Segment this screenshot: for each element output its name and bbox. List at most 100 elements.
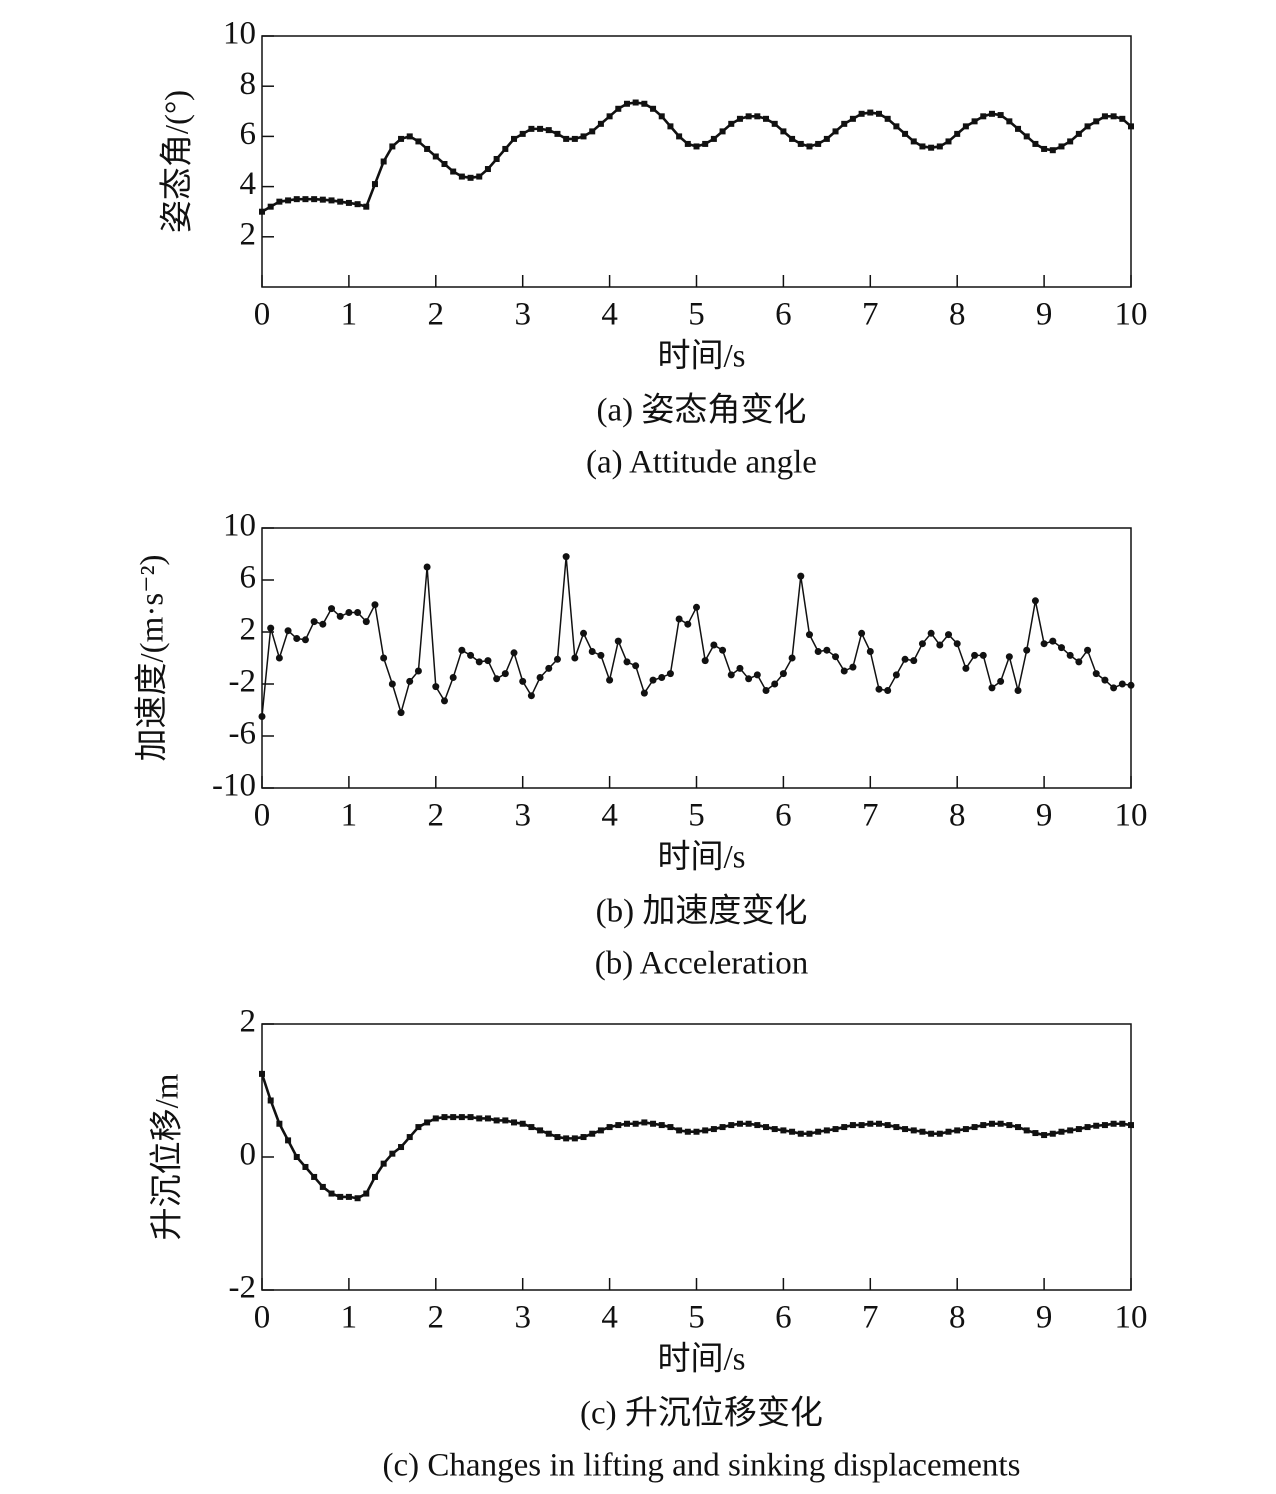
x-tick-label: 6 bbox=[775, 798, 792, 834]
data-point bbox=[424, 145, 431, 152]
data-point bbox=[562, 553, 570, 561]
data-point bbox=[336, 612, 344, 620]
data-point bbox=[1119, 115, 1126, 122]
data-point bbox=[493, 1117, 500, 1124]
data-point bbox=[1058, 1128, 1065, 1135]
data-point bbox=[728, 120, 735, 127]
data-point bbox=[284, 627, 292, 635]
data-point bbox=[806, 1130, 813, 1137]
data-point bbox=[806, 143, 813, 150]
x-tick-label: 10 bbox=[1115, 297, 1148, 333]
data-point bbox=[328, 605, 336, 613]
data-point bbox=[763, 115, 770, 122]
data-point bbox=[606, 113, 613, 120]
data-point bbox=[954, 130, 961, 137]
data-point bbox=[858, 110, 865, 117]
data-point bbox=[1128, 1122, 1134, 1129]
data-point bbox=[553, 655, 561, 663]
data-point bbox=[467, 651, 475, 659]
data-point bbox=[1092, 670, 1100, 678]
data-point bbox=[702, 140, 709, 147]
data-point bbox=[745, 1120, 752, 1127]
data-point bbox=[702, 1127, 709, 1134]
data-point bbox=[780, 1127, 787, 1134]
data-point bbox=[1058, 143, 1065, 150]
data-point bbox=[475, 658, 483, 666]
data-point bbox=[571, 654, 579, 662]
data-point bbox=[623, 658, 631, 666]
data-point bbox=[684, 140, 691, 147]
data-point bbox=[484, 166, 491, 173]
data-point bbox=[667, 123, 674, 130]
y-tick-label: -6 bbox=[229, 716, 257, 752]
data-point bbox=[1110, 113, 1117, 120]
data-point bbox=[502, 145, 509, 152]
data-point bbox=[345, 199, 352, 206]
data-point bbox=[1075, 130, 1082, 137]
data-point bbox=[962, 123, 969, 130]
data-point bbox=[423, 563, 431, 571]
data-point bbox=[580, 629, 588, 637]
data-point bbox=[467, 1114, 474, 1121]
x-tick-label: 7 bbox=[862, 1300, 879, 1336]
data-point bbox=[788, 654, 796, 662]
data-point bbox=[588, 648, 596, 655]
data-point bbox=[1031, 597, 1039, 605]
x-axis-label: 时间/s bbox=[657, 1342, 745, 1378]
data-point bbox=[1023, 646, 1031, 654]
data-point bbox=[797, 572, 805, 580]
data-point bbox=[884, 115, 891, 122]
data-point bbox=[458, 173, 465, 180]
caption-en: (c) Changes in lifting and sinking displ… bbox=[383, 1448, 1021, 1484]
data-point bbox=[563, 135, 570, 142]
y-tick-label: 2 bbox=[240, 216, 257, 252]
data-point bbox=[927, 629, 935, 637]
data-point bbox=[962, 664, 970, 672]
data-point bbox=[406, 677, 414, 685]
data-point bbox=[858, 1122, 865, 1129]
data-point bbox=[832, 128, 839, 135]
data-point bbox=[902, 130, 909, 137]
data-point bbox=[441, 1114, 448, 1121]
x-tick-label: 9 bbox=[1036, 798, 1053, 834]
x-tick-label: 3 bbox=[514, 798, 531, 834]
data-point bbox=[615, 1122, 622, 1129]
data-point bbox=[901, 655, 909, 663]
data-point bbox=[1006, 118, 1013, 125]
data-point bbox=[484, 657, 492, 665]
data-point bbox=[666, 670, 674, 678]
caption: (b) 加速度变化 bbox=[596, 893, 808, 930]
data-point bbox=[432, 683, 440, 691]
x-tick-label: 1 bbox=[341, 297, 358, 333]
data-point bbox=[467, 174, 474, 181]
data-line bbox=[261, 555, 1132, 717]
data-point bbox=[380, 1160, 387, 1167]
data-point bbox=[380, 654, 388, 662]
data-point bbox=[1110, 684, 1118, 692]
data-point bbox=[866, 648, 874, 655]
x-tick-label: 7 bbox=[862, 798, 879, 834]
data-point bbox=[954, 1127, 961, 1134]
data-point bbox=[293, 1154, 300, 1160]
x-tick-label: 4 bbox=[601, 1300, 618, 1336]
data-point bbox=[797, 140, 804, 147]
data-point bbox=[389, 1150, 396, 1157]
data-point bbox=[928, 144, 935, 151]
x-tick-label: 2 bbox=[428, 1300, 445, 1336]
data-point bbox=[1084, 123, 1091, 130]
data-point bbox=[997, 677, 1005, 685]
data-point bbox=[259, 1070, 265, 1077]
data-point bbox=[980, 1122, 987, 1129]
data-point bbox=[302, 1163, 309, 1170]
data-point bbox=[1032, 140, 1039, 147]
data-point bbox=[1101, 1122, 1108, 1129]
data-point bbox=[267, 1097, 274, 1104]
data-point bbox=[728, 1122, 735, 1129]
data-point bbox=[693, 1128, 700, 1135]
data-point bbox=[285, 197, 292, 204]
data-point bbox=[650, 105, 657, 112]
data-point bbox=[988, 1120, 995, 1127]
y-tick-label: 6 bbox=[240, 116, 257, 152]
x-tick-label: 9 bbox=[1036, 1300, 1053, 1336]
data-point bbox=[997, 112, 1004, 119]
